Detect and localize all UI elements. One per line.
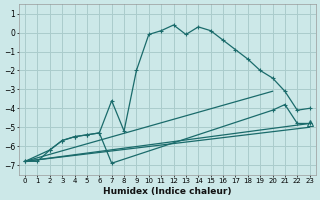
X-axis label: Humidex (Indice chaleur): Humidex (Indice chaleur) <box>103 187 232 196</box>
